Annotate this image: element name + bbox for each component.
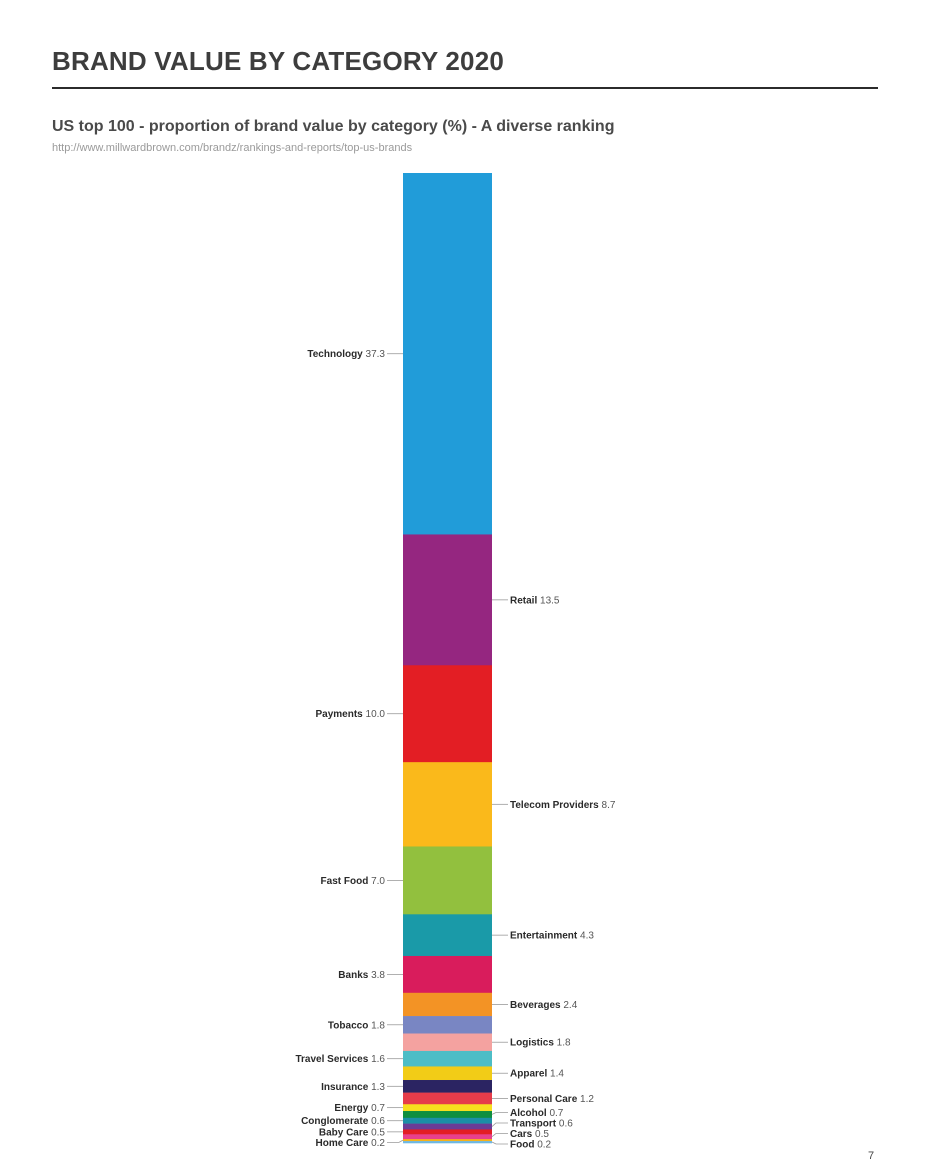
segment-label-logistics: Logistics 1.8 [510, 1038, 571, 1049]
leader-line-cars [491, 1133, 508, 1138]
bar-segment-energy [403, 1104, 492, 1112]
segment-value-retail: 13.5 [537, 595, 560, 606]
segment-name-apparel: Apparel [510, 1069, 547, 1080]
segment-label-beverages: Beverages 2.4 [510, 1000, 578, 1011]
segment-label-apparel: Apparel 1.4 [510, 1069, 564, 1080]
segment-name-transport: Transport [510, 1119, 557, 1130]
segment-value-alcohol: 0.7 [547, 1108, 564, 1119]
segment-name-food: Food [510, 1140, 534, 1151]
chart-subtitle: US top 100 - proportion of brand value b… [52, 118, 615, 135]
segment-name-logistics: Logistics [510, 1038, 554, 1049]
segment-name-entertainment: Entertainment [510, 931, 578, 942]
segment-name-cars: Cars [510, 1129, 533, 1140]
bar-segment-personal-care [403, 1092, 492, 1105]
leader-line-home-care [387, 1139, 404, 1143]
bar-segment-apparel [403, 1066, 492, 1081]
leader-line-transport [491, 1122, 508, 1127]
segment-label-cars: Cars 0.5 [510, 1129, 549, 1140]
bar-segment-transport [403, 1123, 492, 1130]
segment-label-baby-care: Baby Care 0.5 [319, 1127, 386, 1138]
segment-value-payments: 10.0 [363, 709, 386, 720]
segment-label-energy: Energy 0.7 [334, 1103, 385, 1114]
source-link[interactable]: http://www.millwardbrown.com/brandz/rank… [52, 142, 413, 154]
segment-value-tobacco: 1.8 [368, 1020, 385, 1031]
segment-value-cars: 0.5 [532, 1129, 549, 1140]
segment-label-tobacco: Tobacco 1.8 [328, 1020, 386, 1031]
segment-value-personal-care: 1.2 [577, 1094, 594, 1105]
bar-segment-telecom-providers [403, 762, 492, 847]
bar-segment-banks [403, 955, 492, 994]
segment-value-technology: 37.3 [363, 349, 386, 360]
bar-segment-insurance [403, 1080, 492, 1093]
segment-label-food: Food 0.2 [510, 1140, 552, 1151]
segment-value-beverages: 2.4 [561, 1000, 578, 1011]
segment-value-apparel: 1.4 [547, 1069, 564, 1080]
segment-value-conglomerate: 0.6 [368, 1116, 385, 1127]
segment-value-travel-services: 1.6 [368, 1054, 385, 1065]
segment-name-technology: Technology [307, 349, 363, 360]
bar-segment-fast-food [403, 846, 492, 915]
bar-segment-tobacco [403, 1016, 492, 1034]
bar-segment-alcohol [403, 1111, 492, 1119]
segment-label-home-care: Home Care 0.2 [316, 1138, 386, 1149]
bar-segment-baby-care [403, 1129, 492, 1135]
segment-value-home-care: 0.2 [368, 1138, 385, 1149]
segment-label-entertainment: Entertainment 4.3 [510, 931, 594, 942]
segment-label-banks: Banks 3.8 [338, 970, 385, 981]
segment-name-travel-services: Travel Services [295, 1054, 368, 1065]
segment-label-retail: Retail 13.5 [510, 595, 560, 606]
bar-segment-beverages [403, 992, 492, 1017]
segment-label-telecom-providers: Telecom Providers 8.7 [510, 800, 616, 811]
segment-name-telecom-providers: Telecom Providers [510, 800, 599, 811]
segment-value-logistics: 1.8 [554, 1038, 571, 1049]
segment-name-alcohol: Alcohol [510, 1108, 547, 1119]
segment-name-tobacco: Tobacco [328, 1020, 368, 1031]
title-divider [52, 87, 878, 89]
segment-name-beverages: Beverages [510, 1000, 561, 1011]
segment-label-insurance: Insurance 1.3 [321, 1082, 385, 1093]
segment-name-energy: Energy [334, 1103, 368, 1114]
segment-label-technology: Technology 37.3 [307, 349, 385, 360]
bar-segment-food [403, 1141, 492, 1144]
bar-segment-technology [403, 173, 492, 535]
segment-value-telecom-providers: 8.7 [599, 800, 616, 811]
segment-name-conglomerate: Conglomerate [301, 1116, 369, 1127]
leader-line-alcohol [491, 1112, 508, 1115]
segment-label-alcohol: Alcohol 0.7 [510, 1108, 564, 1119]
segment-label-transport: Transport 0.6 [510, 1119, 573, 1130]
segment-name-fast-food: Fast Food [321, 876, 369, 887]
segment-name-payments: Payments [316, 709, 364, 720]
segment-value-food: 0.2 [534, 1140, 551, 1151]
bar-segment-home-care [403, 1139, 492, 1142]
leader-line-food [491, 1141, 508, 1145]
segment-value-transport: 0.6 [556, 1119, 573, 1130]
bar-segment-payments [403, 665, 492, 763]
bar-segment-entertainment [403, 914, 492, 957]
segment-name-home-care: Home Care [316, 1138, 369, 1149]
segment-name-banks: Banks [338, 970, 368, 981]
segment-value-energy: 0.7 [368, 1103, 385, 1114]
bar-segment-cars [403, 1134, 492, 1140]
bar-segment-logistics [403, 1033, 492, 1052]
segment-name-personal-care: Personal Care [510, 1094, 578, 1105]
bar-segment-retail [403, 534, 492, 666]
segment-name-insurance: Insurance [321, 1082, 369, 1093]
segment-label-conglomerate: Conglomerate 0.6 [301, 1116, 385, 1127]
segment-name-baby-care: Baby Care [319, 1127, 369, 1138]
segment-value-insurance: 1.3 [368, 1082, 385, 1093]
segment-label-payments: Payments 10.0 [316, 709, 386, 720]
segment-value-baby-care: 0.5 [368, 1127, 385, 1138]
segment-value-banks: 3.8 [368, 970, 385, 981]
bar-segment-travel-services [403, 1050, 492, 1067]
segment-label-fast-food: Fast Food 7.0 [321, 876, 386, 887]
segment-label-personal-care: Personal Care 1.2 [510, 1094, 594, 1105]
page-number: 7 [868, 1150, 875, 1162]
bar-segment-conglomerate [403, 1117, 492, 1124]
segment-label-travel-services: Travel Services 1.6 [295, 1054, 385, 1065]
page-title: BRAND VALUE BY CATEGORY 2020 [52, 46, 505, 76]
segment-value-fast-food: 7.0 [368, 876, 385, 887]
segment-value-entertainment: 4.3 [577, 931, 594, 942]
segment-name-retail: Retail [510, 595, 537, 606]
